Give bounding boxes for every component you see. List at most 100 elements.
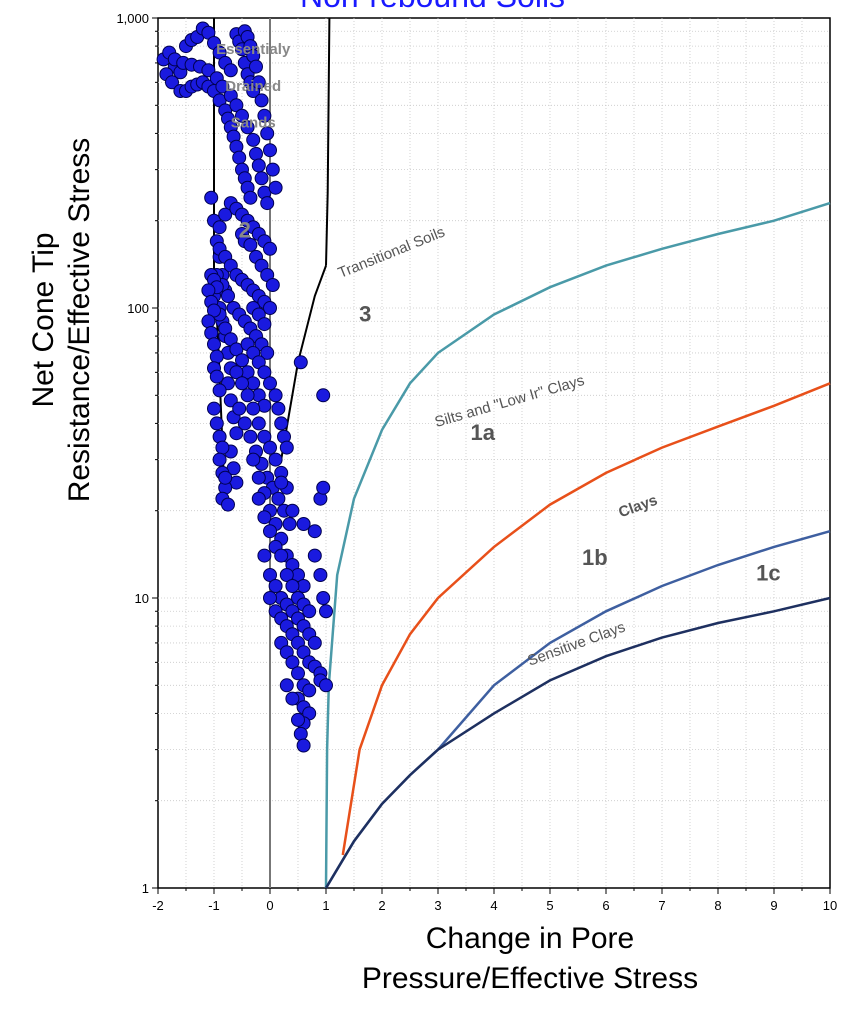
data-point	[221, 289, 235, 303]
zone-label: 1c	[756, 560, 780, 585]
data-point	[235, 376, 249, 391]
data-point	[209, 369, 224, 384]
boundary-line	[324, 596, 831, 889]
data-point	[243, 429, 258, 444]
data-point	[212, 452, 227, 467]
data-point	[285, 503, 300, 518]
boundary-line	[280, 265, 327, 460]
data-point	[307, 635, 322, 650]
data-point	[313, 568, 328, 582]
data-point	[229, 365, 244, 380]
data-point	[218, 207, 233, 222]
zone-label: Drained	[225, 78, 281, 95]
x-tick-label: 7	[658, 898, 665, 913]
data-point	[251, 491, 266, 506]
data-point	[249, 59, 263, 74]
data-point	[209, 349, 224, 364]
data-point	[285, 691, 300, 706]
data-point	[246, 401, 261, 416]
data-point	[243, 190, 258, 205]
data-point	[316, 480, 331, 495]
data-point	[251, 416, 266, 431]
axis-ticks: -2 -1 0 1 2 3 4 5 6 7 8 9 10 1 10 100 1,000	[116, 11, 837, 913]
y-axis-label-line1: Net Cone Tip	[27, 232, 60, 408]
data-point	[274, 416, 289, 431]
data-point	[316, 388, 331, 403]
chart-title: Non-rebound Soils	[300, 0, 565, 15]
data-point	[209, 416, 224, 431]
data-point	[260, 345, 275, 360]
zone-label: Essentialy	[216, 41, 291, 58]
data-point	[254, 171, 269, 186]
data-point	[240, 120, 255, 135]
data-point	[235, 353, 249, 368]
data-point	[293, 726, 308, 741]
data-point	[265, 278, 280, 292]
y-tick-label: 10	[135, 591, 149, 606]
data-point	[257, 429, 272, 444]
data-point	[271, 491, 286, 506]
data-point	[229, 426, 244, 441]
data-point	[316, 591, 331, 605]
data-point	[215, 79, 230, 94]
data-point	[291, 712, 305, 727]
x-tick-label: 5	[546, 898, 553, 913]
x-axis-label-line1: Change in Pore	[425, 922, 635, 955]
data-point	[201, 283, 216, 298]
data-point	[232, 401, 247, 416]
y-tick-label: 1	[142, 881, 149, 896]
data-point	[282, 517, 297, 531]
data-point	[257, 510, 272, 525]
data-point	[204, 190, 219, 205]
data-point	[268, 180, 283, 195]
data-point	[268, 388, 283, 403]
data-point	[207, 337, 221, 352]
data-point	[265, 162, 280, 177]
data-point	[257, 548, 272, 563]
data-point	[263, 591, 277, 605]
data-point	[251, 470, 266, 485]
data-point	[218, 470, 233, 485]
data-point	[260, 196, 275, 211]
data-point	[296, 517, 311, 531]
data-point	[257, 108, 272, 123]
y-tick-label: 1,000	[116, 11, 149, 26]
data-point	[263, 301, 277, 315]
data-point	[291, 666, 305, 681]
data-point	[260, 126, 275, 141]
x-tick-label: 10	[823, 898, 837, 913]
data-point	[257, 317, 272, 332]
data-point	[293, 355, 308, 370]
data-point	[263, 376, 277, 391]
x-tick-label: -2	[152, 898, 164, 913]
y-tick-label: 100	[127, 301, 149, 316]
scatter-points	[156, 21, 333, 753]
boundary-line	[341, 382, 831, 856]
data-point	[263, 143, 277, 158]
y-axis-label: Net Cone Tip Resistance/Effective Stress	[26, 138, 98, 503]
boundary-line	[325, 17, 331, 266]
data-point	[201, 314, 216, 329]
data-point	[296, 738, 311, 753]
data-point	[207, 401, 221, 416]
data-point	[319, 604, 333, 619]
data-point	[257, 365, 272, 380]
data-point	[251, 75, 266, 90]
zone-boundaries	[213, 17, 831, 889]
x-tick-label: 0	[266, 898, 273, 913]
data-point	[285, 655, 300, 670]
data-point	[215, 440, 230, 455]
data-point	[285, 579, 300, 593]
data-point	[307, 548, 322, 563]
data-point	[246, 132, 261, 147]
data-point	[223, 63, 238, 78]
x-tick-label: 4	[490, 898, 497, 913]
x-tick-label: -1	[208, 898, 220, 913]
data-point	[279, 678, 294, 693]
data-point	[263, 568, 277, 582]
data-point	[254, 93, 269, 108]
data-point	[232, 150, 247, 165]
x-tick-label: 9	[770, 898, 777, 913]
x-tick-label: 2	[378, 898, 385, 913]
